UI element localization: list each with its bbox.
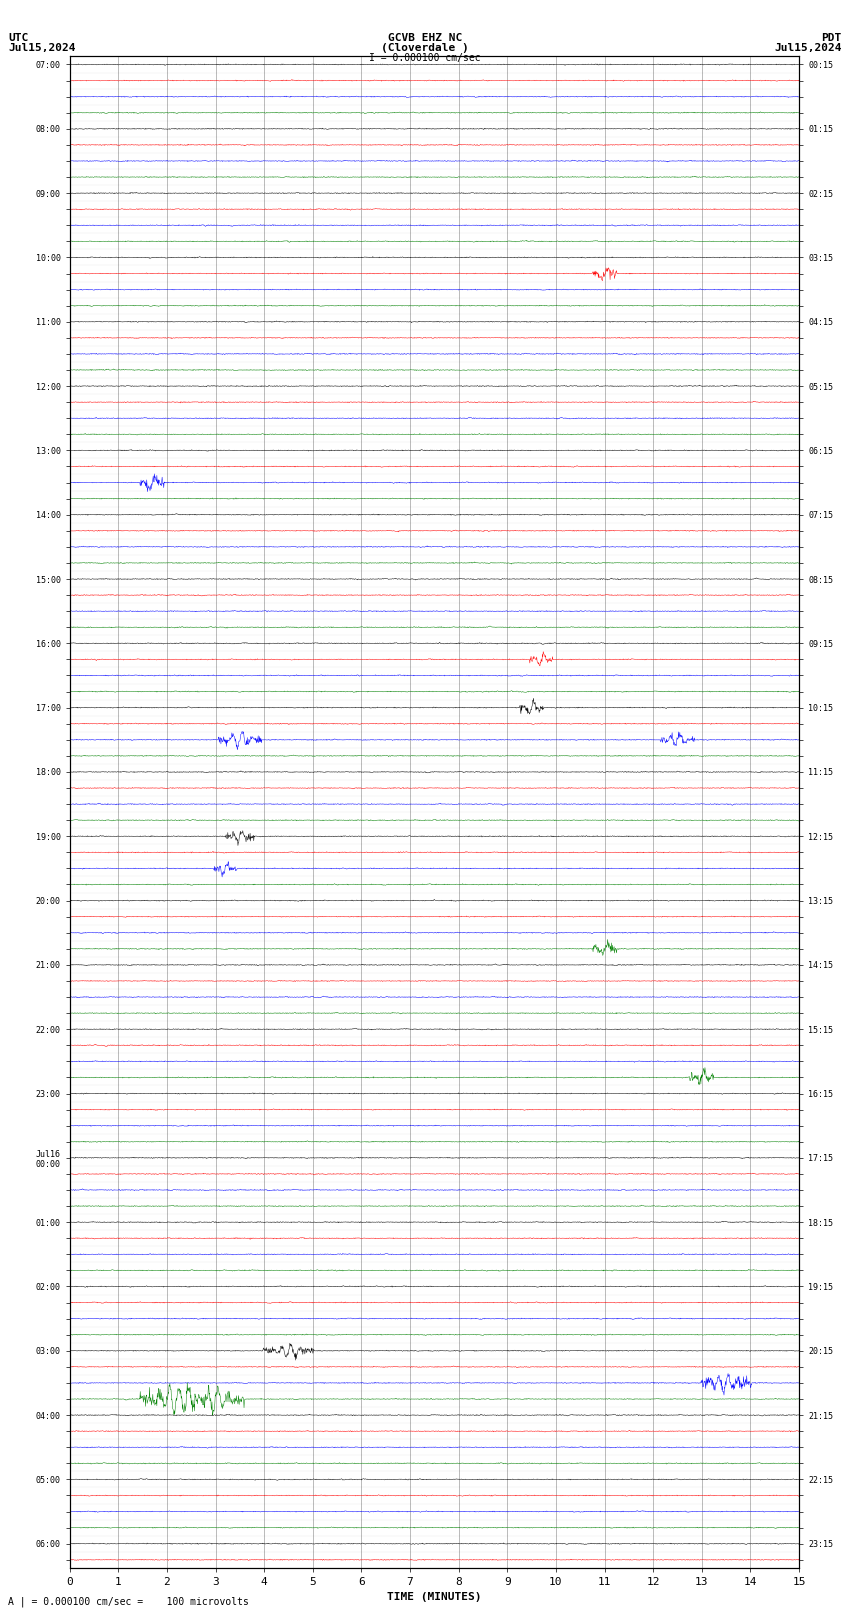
Text: Jul15,2024: Jul15,2024 — [774, 44, 842, 53]
Text: PDT: PDT — [821, 32, 842, 44]
Text: UTC: UTC — [8, 32, 29, 44]
X-axis label: TIME (MINUTES): TIME (MINUTES) — [387, 1592, 482, 1602]
Text: (Cloverdale ): (Cloverdale ) — [381, 44, 469, 53]
Text: Jul15,2024: Jul15,2024 — [8, 44, 76, 53]
Text: I = 0.000100 cm/sec: I = 0.000100 cm/sec — [369, 53, 481, 63]
Text: A | = 0.000100 cm/sec =    100 microvolts: A | = 0.000100 cm/sec = 100 microvolts — [8, 1595, 249, 1607]
Text: GCVB EHZ NC: GCVB EHZ NC — [388, 32, 462, 44]
